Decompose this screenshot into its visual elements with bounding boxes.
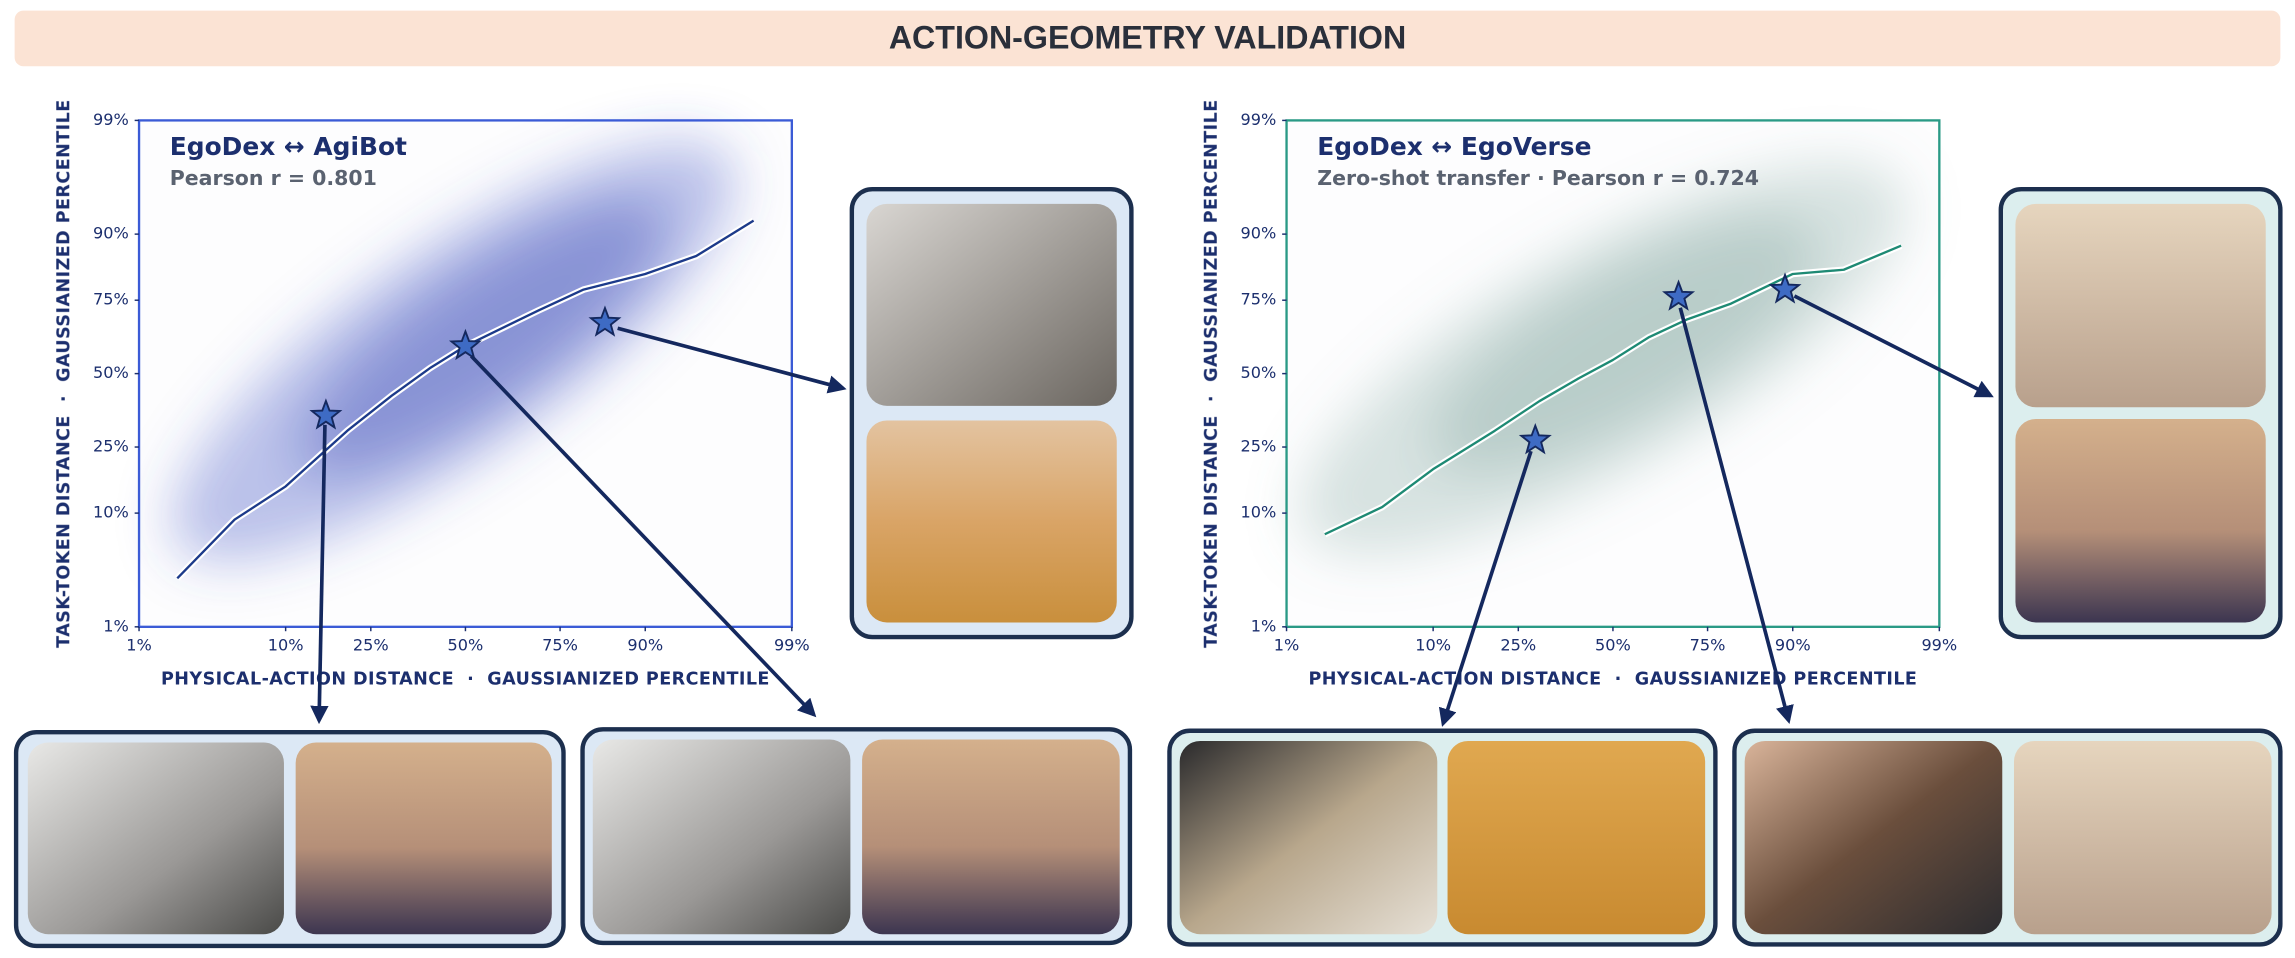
highlight-star bbox=[309, 398, 343, 430]
x-tick-label: 90% bbox=[1775, 635, 1811, 654]
x-tick-label: 99% bbox=[774, 635, 810, 654]
x-tick-label: 75% bbox=[1690, 635, 1726, 654]
arrows bbox=[310, 294, 1994, 727]
highlight-star bbox=[1768, 272, 1802, 304]
x-tick-label: 50% bbox=[448, 635, 484, 654]
charts: 1% 10% 25% 50% 75% 90% 99% 1% 10% 25% 50% 75% 90% 99%… bbox=[54, 99, 1957, 689]
x-tick-label: 1% bbox=[126, 635, 152, 654]
y-axis-label: TASK-TOKEN DISTANCE · GAUSSIANIZED PERCE… bbox=[1202, 99, 1222, 648]
chart-title: EgoDex ↔ EgoVerse bbox=[1317, 132, 1591, 161]
x-tick-label: 99% bbox=[1921, 635, 1957, 654]
x-tick-label: 25% bbox=[353, 635, 389, 654]
y-tick-label: 90% bbox=[1241, 224, 1277, 243]
y-tick-label: 10% bbox=[93, 503, 129, 522]
chart-title: EgoDex ↔ AgiBot bbox=[170, 132, 407, 161]
highlight-star bbox=[1662, 279, 1696, 311]
x-tick-label: 1% bbox=[1274, 635, 1300, 654]
image-panels bbox=[13, 187, 2283, 949]
chart-subtitle: Zero-shot transfer · Pearson r = 0.724 bbox=[1317, 166, 1759, 190]
y-tick-label: 75% bbox=[93, 290, 129, 309]
title-bar bbox=[14, 10, 2281, 67]
y-tick-label: 75% bbox=[1241, 290, 1277, 309]
x-tick-label: 10% bbox=[268, 635, 304, 654]
x-tick-label: 50% bbox=[1595, 635, 1631, 654]
y-tick-label: 25% bbox=[93, 437, 129, 456]
y-tick-label: 50% bbox=[93, 363, 129, 382]
plot-area bbox=[137, 119, 794, 628]
chart-subtitle: Pearson r = 0.801 bbox=[170, 166, 377, 190]
chart: 1% 10% 25% 50% 75% 90% 99% 1% 10% 25% 50% 75% 90% 99%… bbox=[1202, 99, 1957, 689]
x-tick-label: 75% bbox=[542, 635, 578, 654]
plot-area bbox=[1285, 119, 1941, 628]
x-tick-label: 10% bbox=[1415, 635, 1451, 654]
highlight-star bbox=[448, 328, 482, 361]
y-tick-label: 99% bbox=[1241, 110, 1277, 129]
highlight-star bbox=[1518, 422, 1552, 455]
chart: 1% 10% 25% 50% 75% 90% 99% 1% 10% 25% 50% 75% 90% 99%… bbox=[54, 99, 809, 689]
y-tick-label: 10% bbox=[1241, 503, 1277, 522]
x-axis-label: PHYSICAL-ACTION DISTANCE · GAUSSIANIZED … bbox=[161, 670, 770, 690]
y-tick-label: 90% bbox=[93, 224, 129, 243]
highlight-star bbox=[588, 305, 622, 337]
x-tick-label: 90% bbox=[627, 635, 663, 654]
x-axis-label: PHYSICAL-ACTION DISTANCE · GAUSSIANIZED … bbox=[1309, 670, 1918, 690]
x-tick-label: 25% bbox=[1500, 635, 1536, 654]
y-tick-label: 1% bbox=[1251, 616, 1277, 635]
y-tick-label: 99% bbox=[93, 110, 129, 129]
y-tick-label: 25% bbox=[1241, 437, 1277, 456]
y-axis-label: TASK-TOKEN DISTANCE · GAUSSIANIZED PERCE… bbox=[54, 99, 74, 648]
y-tick-label: 1% bbox=[103, 616, 129, 635]
figure-title: ACTION-GEOMETRY VALIDATION bbox=[889, 19, 1406, 55]
trend-line bbox=[1324, 244, 1902, 536]
y-tick-label: 50% bbox=[1241, 363, 1277, 382]
